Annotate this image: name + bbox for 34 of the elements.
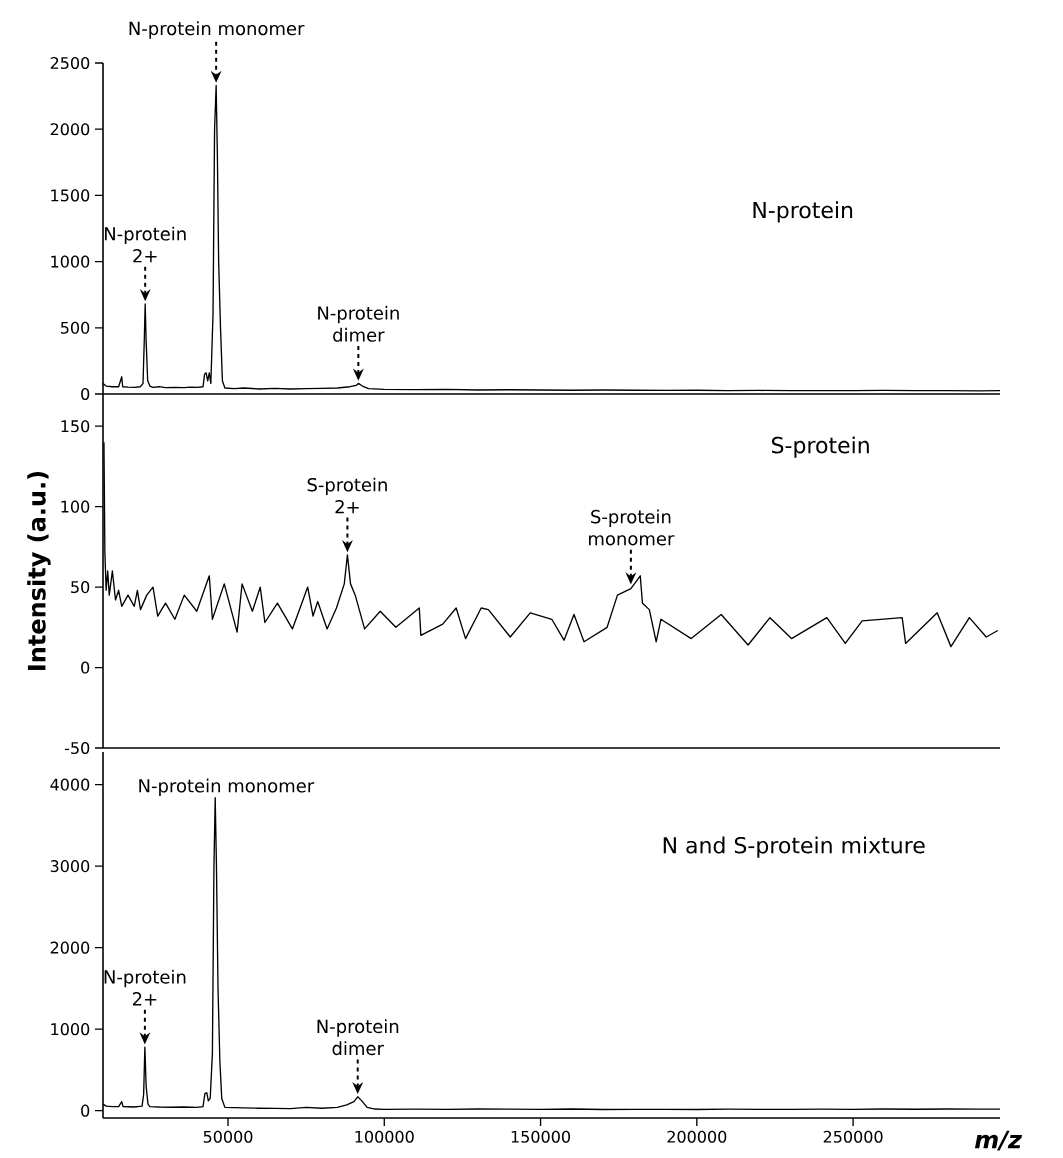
annotation: N-protein dimer: [317, 1019, 399, 1056]
y-tick-label: 1000: [51, 255, 90, 268]
y-tick-label: -50: [64, 741, 90, 755]
y-tick-label: 0: [81, 387, 90, 401]
text: N-protein: [753, 201, 853, 223]
y-tick-label: 4000: [50, 778, 90, 791]
y-axis-title: Intensity (a.u.): [27, 471, 51, 670]
y-tick-label: 100: [61, 500, 90, 513]
x-tick-label: 50000: [203, 1130, 253, 1143]
y-tick-label: 2000: [50, 941, 90, 954]
y-tick-label: 3000: [50, 860, 90, 873]
y-tick-label: 1500: [51, 189, 90, 202]
y-tick-label: 2500: [50, 56, 90, 70]
y-tick-label: 500: [60, 321, 90, 334]
y-tick-label: 1000: [51, 1023, 90, 1036]
y-tick-label: 2000: [50, 123, 90, 136]
annotation: S-protein monomer: [589, 509, 675, 546]
y-tick-label: 150: [61, 420, 90, 433]
annotation: N-protein monomer: [129, 21, 305, 39]
x-tick-label: 250000: [823, 1130, 883, 1143]
annotation: N-protein 2+: [104, 969, 186, 1006]
x-tick-label: 150000: [511, 1130, 571, 1143]
x-tick-label: 100000: [355, 1130, 414, 1143]
annotation: N-protein dimer: [318, 305, 399, 342]
annotation: N-protein monomer: [139, 778, 315, 797]
y-tick-label: 50: [71, 581, 90, 594]
y-tick-label: 0: [81, 1104, 90, 1117]
text: N and S-protein mixture: [663, 836, 925, 858]
y-tick-label: 0: [81, 661, 90, 674]
annotation: N-protein 2+: [105, 226, 186, 263]
annotation: S-protein 2+: [307, 477, 387, 514]
x-tick-label: 200000: [667, 1130, 727, 1143]
text: S-protein: [771, 436, 869, 458]
x-axis-title: m/z: [974, 1130, 1023, 1151]
